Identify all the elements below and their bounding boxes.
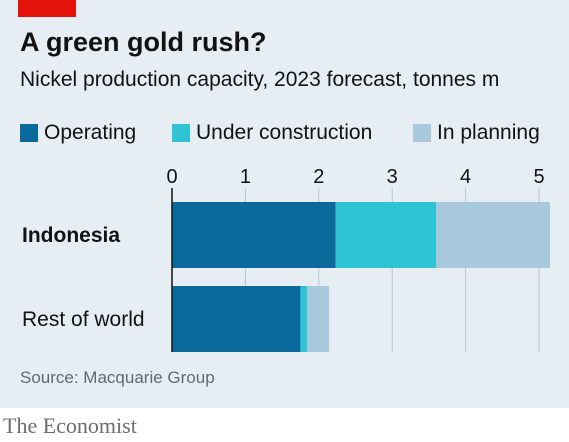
bar-rest-of-world-in-planning (307, 286, 330, 352)
category-label-rest-of-world: Rest of world (22, 308, 145, 331)
bar-indonesia-in-planning (436, 202, 551, 268)
brand-red-tag (18, 0, 76, 17)
x-tick-label-3: 3 (387, 166, 398, 188)
source-note: Source: Macquarie Group (20, 368, 215, 387)
bar-chart: 0 1 2 3 4 5 Indonesia Rest of world (22, 166, 551, 352)
legend-label-operating: Operating (44, 121, 137, 144)
chart-subtitle: Nickel production capacity, 2023 forecas… (20, 68, 500, 91)
bar-rest-of-world-under-construction (300, 286, 308, 352)
legend-label-under-construction: Under construction (196, 121, 373, 144)
brand-wordmark: The Economist (3, 413, 137, 438)
legend-swatch-operating (20, 124, 38, 142)
chart-title: A green gold rush? (20, 27, 267, 57)
legend-swatch-in-planning (413, 124, 431, 142)
x-tick-label-1: 1 (240, 166, 251, 188)
legend-swatch-under-construction (172, 124, 190, 142)
category-label-indonesia: Indonesia (22, 224, 120, 247)
bar-indonesia-under-construction (335, 202, 437, 268)
x-tick-label-2: 2 (313, 166, 324, 188)
x-tick-label-4: 4 (460, 166, 471, 188)
x-tick-label-5: 5 (533, 166, 544, 188)
bar-rest-of-world-operating (172, 286, 301, 352)
x-tick-label-0: 0 (166, 166, 177, 188)
bar-indonesia-operating (172, 202, 336, 268)
legend-label-in-planning: In planning (437, 121, 540, 144)
